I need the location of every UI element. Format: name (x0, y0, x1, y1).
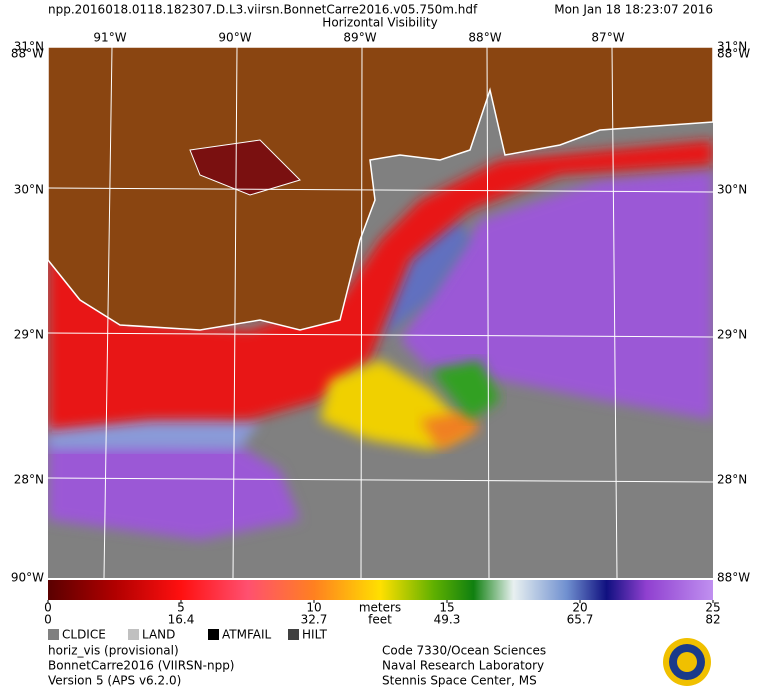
meters-tick-label: 20 (572, 601, 587, 615)
lat-label: 30°N (717, 183, 747, 197)
lon-label: 88°W (468, 31, 501, 45)
legend-swatch (288, 629, 299, 640)
lon-label: 90°W (218, 31, 251, 45)
feet-tick-label: 65.7 (567, 613, 594, 627)
colorbar-axis: meters feet 0 5 10 15 20 25 0 16.4 32.7 49.3 65.7 8… (44, 600, 721, 627)
footer-left-line: BonnetCarre2016 (VIIRSN-npp) (48, 659, 235, 673)
meters-tick-label: 15 (439, 601, 454, 615)
meters-label: meters (359, 601, 401, 615)
meters-tick-label: 0 (44, 601, 52, 615)
lat-label: 30°N (14, 183, 44, 197)
feet-tick-label: 0 (44, 613, 52, 627)
product-title: Horizontal Visibility (322, 16, 437, 30)
corner-label: 88°W (11, 47, 44, 61)
footer-right-line: Code 7330/Ocean Sciences (382, 644, 546, 658)
feet-label: feet (368, 613, 392, 627)
lon-label: 87°W (591, 31, 624, 45)
footer-left-line: Version 5 (APS v6.2.0) (48, 674, 181, 688)
lat-label: 31°N (14, 40, 44, 54)
feet-tick-label: 16.4 (168, 613, 195, 627)
lat-label: 29°N (14, 328, 44, 342)
footer-left-line: horiz_vis (provisional) (48, 644, 179, 658)
corner-label: 88°W (717, 47, 750, 61)
legend-swatch (48, 629, 59, 640)
feet-tick-label: 82 (705, 613, 720, 627)
header: npp.2016018.0118.182307.D.L3.viirsn.Bonn… (48, 3, 713, 30)
corner-label: 88°W (717, 571, 750, 585)
footer: horiz_vis (provisional)BonnetCarre2016 (… (48, 644, 546, 688)
legend-swatch (208, 629, 219, 640)
legend-label: LAND (142, 628, 175, 642)
lat-label: 31°N (717, 40, 747, 54)
date: Mon Jan 18 18:23:07 2016 (554, 3, 713, 17)
feet-tick-label: 49.3 (434, 613, 461, 627)
footer-right-line: Naval Research Laboratory (382, 659, 544, 673)
lon-label: 91°W (93, 31, 126, 45)
lat-label: 28°N (717, 473, 747, 487)
legend-label: ATMFAIL (222, 628, 272, 642)
feet-tick-label: 32.7 (301, 613, 328, 627)
corner-label: 90°W (11, 571, 44, 585)
map-image (48, 47, 713, 578)
footer-right-line: Stennis Space Center, MS (382, 674, 537, 688)
graticule (47, 46, 714, 579)
lon-label: 89°W (343, 31, 376, 45)
meters-tick-label: 5 (177, 601, 185, 615)
lat-label: 28°N (14, 473, 44, 487)
legend: CLDICE LAND ATMFAIL HILT (48, 628, 328, 642)
legend-swatch (128, 629, 139, 640)
map-labels: 31°N 31°N 30°N 30°N 29°N 29°N 28°N 28°N 91°W 90°W… (11, 31, 750, 585)
file-name: npp.2016018.0118.182307.D.L3.viirsn.Bonn… (48, 3, 478, 17)
legend-label: CLDICE (62, 628, 106, 642)
legend-label: HILT (302, 628, 328, 642)
nrl-seal (663, 638, 711, 686)
colorbar (48, 580, 713, 600)
meters-tick-label: 10 (306, 601, 321, 615)
meters-tick-label: 25 (705, 601, 720, 615)
lat-label: 29°N (717, 328, 747, 342)
